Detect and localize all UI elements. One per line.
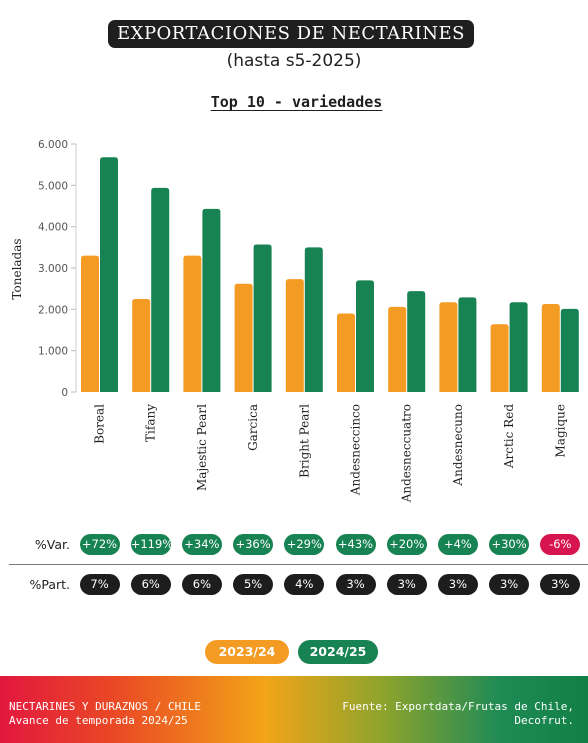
var-badge: +43% xyxy=(335,534,376,555)
bar-2024-25 xyxy=(560,308,579,392)
var-badge: +29% xyxy=(284,534,325,555)
part-row-label: %Part. xyxy=(29,577,70,592)
bar-2024-25 xyxy=(304,247,323,392)
bar-2023-24 xyxy=(81,255,99,392)
x-category-label: Andesneccuatro xyxy=(400,404,414,503)
footer-source-line1: Fuente: Exportdata/Frutas de Chile, xyxy=(342,700,574,713)
bar-2024-25 xyxy=(407,291,426,392)
table-separator xyxy=(9,564,588,565)
var-badge: -6% xyxy=(540,534,581,555)
part-badge: 6% xyxy=(130,574,171,595)
x-category-label: Boreal xyxy=(93,404,107,444)
bar-2023-24 xyxy=(285,279,304,392)
part-badge: 3% xyxy=(540,574,581,595)
bar-2024-25 xyxy=(356,280,374,392)
x-category-label: Garcica xyxy=(246,404,260,451)
bar-2024-25 xyxy=(100,157,118,392)
part-badge: 6% xyxy=(181,574,222,595)
bar-2024-25 xyxy=(458,297,477,392)
var-badge: +30% xyxy=(489,534,530,555)
chart-title: EXPORTACIONES DE NECTARINES xyxy=(108,20,474,48)
bar-2023-24 xyxy=(439,302,458,392)
var-badge: +34% xyxy=(181,534,222,555)
y-tick-label: 4.000 xyxy=(38,222,68,234)
part-badge: 3% xyxy=(386,574,427,595)
part-badge: 3% xyxy=(335,574,376,595)
y-tick-label: 3.000 xyxy=(38,263,68,275)
x-category-label: Andesneccinco xyxy=(349,404,363,496)
x-category-label: Majestic Pearl xyxy=(195,404,209,491)
part-badge: 3% xyxy=(489,574,530,595)
footer-banner: NECTARINES Y DURAZNOS / CHILE Avance de … xyxy=(0,676,588,743)
y-tick-label: 0 xyxy=(61,387,68,399)
bar-2024-25 xyxy=(151,187,170,392)
x-category-label: Magique xyxy=(553,404,567,457)
var-badge: +119% xyxy=(130,534,173,555)
part-badge: 3% xyxy=(437,574,478,595)
legend-2024-25: 2024/25 xyxy=(298,640,378,664)
var-badge: +72% xyxy=(79,534,120,555)
bar-2024-25 xyxy=(509,302,528,392)
y-tick-label: 5.000 xyxy=(38,180,68,192)
footer-left-line1: NECTARINES Y DURAZNOS / CHILE xyxy=(9,700,202,713)
footer-left-line2: Avance de temporada 2024/25 xyxy=(9,714,188,727)
part-badge: 7% xyxy=(79,574,120,595)
bar-2024-25 xyxy=(253,244,272,392)
y-tick-label: 6.000 xyxy=(38,139,68,151)
x-category-label: Arctic Red xyxy=(502,404,516,469)
bar-2023-24 xyxy=(337,313,355,392)
bar-2024-25 xyxy=(202,208,221,392)
x-category-label: Bright Pearl xyxy=(297,404,311,478)
x-category-label: Tifany xyxy=(144,404,158,442)
section-title: Top 10 - variedades xyxy=(210,93,383,111)
bar-2023-24 xyxy=(490,324,509,392)
bar-2023-24 xyxy=(132,299,151,392)
part-badge: 5% xyxy=(233,574,274,595)
bar-2023-24 xyxy=(388,306,407,392)
legend-2023-24: 2023/24 xyxy=(205,640,289,664)
footer-source-line2: Decofrut. xyxy=(514,714,574,727)
bar-2023-24 xyxy=(183,255,202,392)
part-badge: 4% xyxy=(284,574,325,595)
bar-chart: 0 1.000 2.000 3.000 4.000 5.000 6.000 Boreal Tif… xyxy=(38,139,579,503)
var-row-label: %Var. xyxy=(34,537,70,552)
bar-2023-24 xyxy=(234,283,253,392)
bar-2023-24 xyxy=(541,303,560,392)
y-tick-label: 1.000 xyxy=(38,346,68,358)
var-badge: +20% xyxy=(386,534,427,555)
var-badge: +4% xyxy=(437,534,478,555)
y-tick-label: 2.000 xyxy=(38,304,68,316)
chart-subtitle: (hasta s5-2025) xyxy=(226,51,362,71)
x-category-label: Andesnecuno xyxy=(451,404,465,487)
var-badge: +36% xyxy=(233,534,274,555)
